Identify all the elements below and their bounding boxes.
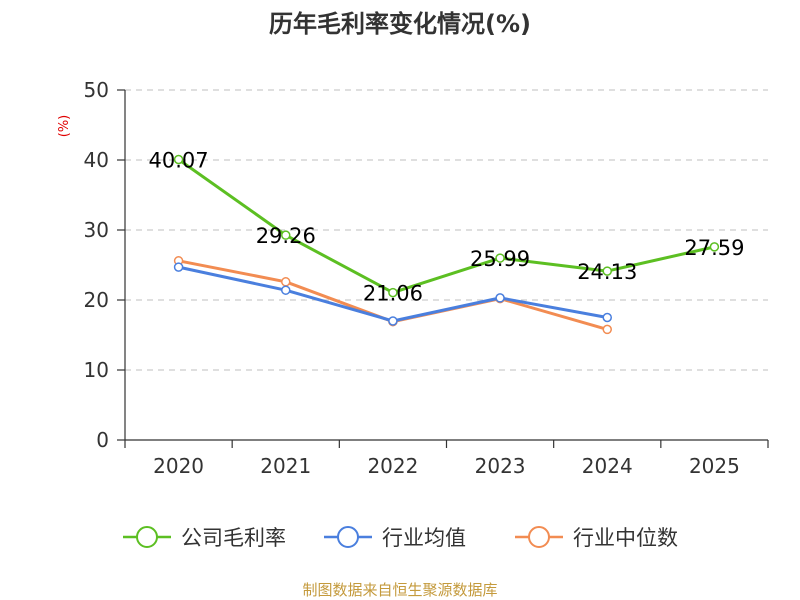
data-labels: 40.07 29.26 21.06 25.99 24.13 27.59 — [149, 149, 745, 306]
legend-label-1: 行业均值 — [382, 526, 466, 550]
axes: 0 10 20 30 40 50 2020 2021 2022 2023 2024 2025 — [84, 78, 769, 478]
legend-label-0: 公司毛利率 — [181, 526, 286, 550]
data-point — [709, 242, 720, 252]
x-tick-label: 2021 — [260, 454, 311, 478]
data-label: 27.59 — [684, 236, 744, 260]
data-point — [602, 324, 612, 335]
y-tick-label: 50 — [84, 78, 109, 102]
series-lines — [173, 154, 720, 335]
series-line-0 — [177, 158, 715, 295]
legend: 公司毛利率 行业均值 行业中位数 — [123, 526, 678, 550]
x-tick-label: 2025 — [689, 454, 740, 478]
x-tick-label: 2024 — [582, 454, 633, 478]
data-point — [388, 316, 398, 326]
x-tick-label: 2022 — [367, 454, 418, 478]
legend-marker-2 — [528, 526, 550, 548]
data-point — [173, 154, 184, 165]
data-label: 25.99 — [470, 247, 530, 271]
y-tick-label: 20 — [84, 288, 109, 312]
y-tick-label: 30 — [84, 218, 109, 242]
data-label: 40.07 — [149, 149, 209, 173]
data-point — [281, 230, 291, 240]
source-note: 制图数据来自恒生聚源数据库 — [302, 581, 497, 599]
data-label: 21.06 — [363, 282, 423, 306]
y-tick-label: 0 — [96, 428, 109, 452]
y-tick-label: 40 — [84, 148, 109, 172]
data-label: 24.13 — [577, 260, 637, 284]
data-point — [495, 253, 505, 263]
data-point — [281, 277, 291, 287]
data-point — [173, 262, 184, 272]
data-point — [388, 287, 398, 298]
x-tick-label: 2020 — [153, 454, 204, 478]
chart-title: 历年毛利率变化情况(%) — [269, 10, 531, 38]
data-label: 29.26 — [256, 224, 316, 248]
x-tick-label: 2023 — [475, 454, 526, 478]
legend-marker-0 — [136, 526, 158, 548]
y-tick-label: 10 — [84, 358, 109, 382]
grid-lines — [125, 89, 768, 371]
data-point — [602, 266, 612, 276]
y-axis-label: (%) — [57, 115, 72, 138]
legend-marker-1 — [337, 526, 359, 548]
data-point — [495, 293, 505, 303]
legend-label-2: 行业中位数 — [573, 526, 678, 550]
data-point — [281, 285, 291, 295]
data-point — [602, 312, 612, 323]
